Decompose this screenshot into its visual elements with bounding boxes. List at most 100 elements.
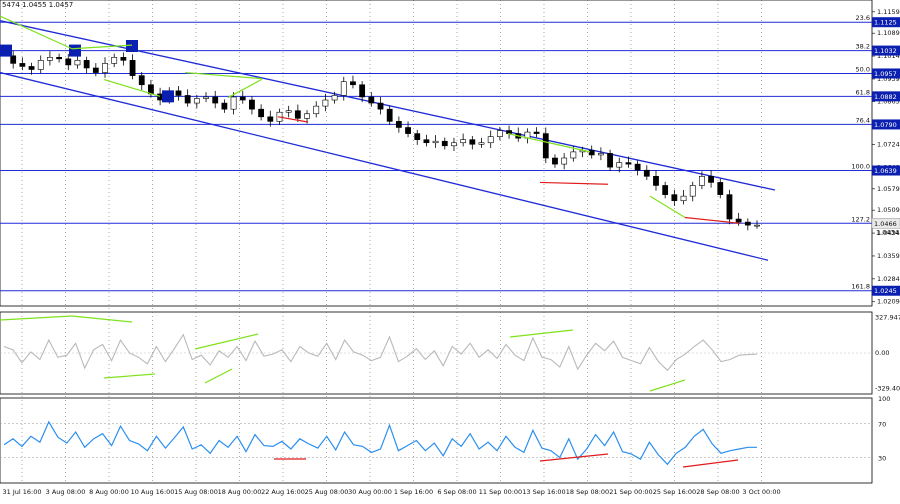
x-tick-label: 25 Aug 08:00 (305, 488, 349, 496)
candle-body (634, 163, 641, 171)
divergence-line (103, 79, 161, 97)
x-tick-label: 3 Aug 08:00 (46, 488, 86, 496)
candle-body (267, 116, 274, 122)
rsi-series-line (3, 420, 757, 466)
divergence-line (684, 216, 741, 224)
candle-body (432, 140, 439, 144)
fib-level-label: 100.0 (851, 163, 870, 171)
rsi-pane-frame (0, 397, 873, 484)
fib-price-box (872, 165, 900, 176)
y-tick-label: 1.0434 (877, 229, 900, 237)
divergence-line (649, 195, 686, 219)
x-tick-label: 3 Oct 00:00 (742, 488, 780, 496)
y-tick-label: 1.0939 (877, 75, 900, 83)
candle-body (111, 56, 118, 64)
divergence-line (539, 181, 609, 185)
candle-body (451, 142, 457, 147)
fib-price-box-label: 1.0790 (874, 121, 897, 129)
candle-body (487, 136, 494, 144)
candle-body (230, 96, 237, 110)
cci-divergence-line (194, 333, 259, 350)
rsi-tick-label: 70 (878, 421, 886, 429)
y-tick-label: 1.0865 (877, 98, 900, 106)
fib-price-box (872, 68, 900, 79)
cci-tick-label: 327.9475 (875, 314, 900, 322)
signal-marker (162, 90, 174, 103)
divergence-line (227, 78, 263, 99)
fib-price-box (872, 17, 900, 28)
candle-body (496, 130, 503, 137)
candle-body (83, 60, 90, 69)
candle-body (92, 67, 99, 73)
fib-price-box-label: 1.0245 (874, 287, 897, 295)
fib-price-box-label: 1.1125 (874, 19, 897, 27)
divergence-line (507, 133, 591, 153)
rsi-divergence-line (539, 453, 609, 462)
candle-body (258, 108, 265, 118)
candle-body (10, 55, 17, 64)
x-tick-label: 25 Sep 16:00 (653, 488, 696, 496)
x-tick-label: 18 Sep 08:00 (566, 488, 609, 496)
candle-body (616, 162, 623, 168)
cci-tick-label: -329.405 (875, 385, 900, 393)
fib-price-box-label: 1.0639 (874, 167, 897, 175)
candle-body (138, 75, 145, 86)
candle-body (203, 96, 209, 99)
divergence-line (184, 71, 263, 80)
candle-body (441, 140, 448, 147)
candle-body (423, 139, 430, 144)
candle-body (662, 185, 669, 195)
candle-body (74, 60, 81, 66)
candle-body (570, 151, 577, 159)
candle-body (221, 102, 228, 110)
divergence-line (0, 15, 73, 50)
x-tick-label: 22 Aug 16:00 (261, 488, 305, 496)
y-tick-label: 1.1014 (877, 52, 900, 60)
cci-pane-frame (0, 311, 873, 395)
candle-body (735, 218, 742, 223)
candle-body (313, 105, 320, 115)
candle-body (350, 81, 356, 86)
candle-body (37, 60, 44, 70)
y-tick-label: 1.1089 (877, 29, 900, 37)
candle-body (395, 121, 402, 128)
cci-divergence-line (0, 315, 73, 321)
rsi-tick-label: 30 (878, 455, 886, 463)
candle-body (506, 130, 512, 134)
candle-body (65, 58, 72, 66)
candle-body (175, 90, 182, 96)
candle-body (239, 96, 246, 101)
fib-price-box (872, 45, 900, 56)
x-tick-label: 21 Sep 00:00 (609, 488, 652, 496)
signal-marker (69, 44, 81, 57)
current-price-sub-label: 1.0434 (876, 228, 899, 236)
candle-body (699, 176, 705, 186)
y-tick-label: 1.0579 (877, 185, 900, 193)
x-tick-label: 13 Sep 16:00 (522, 488, 565, 496)
candle-body (102, 63, 108, 73)
candle-body (478, 142, 485, 145)
y-tick-label: 1.0209 (877, 298, 900, 306)
candle-body (249, 99, 255, 110)
y-tick-label: 1.1159 (877, 8, 900, 16)
candle-body (56, 56, 62, 60)
candle-body (689, 185, 696, 197)
candle-body (460, 139, 467, 144)
candle-body (717, 182, 724, 195)
channel-lower-line (0, 71, 769, 261)
candle-body (294, 110, 301, 119)
candle-body (671, 194, 678, 202)
x-tick-label: 18 Aug 00:00 (218, 488, 262, 496)
candle-body (377, 102, 384, 110)
main-pane-frame (0, 0, 873, 307)
divergence-line (71, 44, 133, 50)
candle-body (368, 96, 375, 104)
y-tick-label: 1.0509 (877, 206, 900, 214)
signal-marker (0, 44, 12, 57)
candle-body (120, 56, 127, 61)
x-tick-label: 15 Aug 08:00 (174, 488, 218, 496)
rsi-tick-label: 100 (878, 395, 890, 403)
candle-body (19, 63, 26, 67)
candle-body (405, 127, 411, 134)
